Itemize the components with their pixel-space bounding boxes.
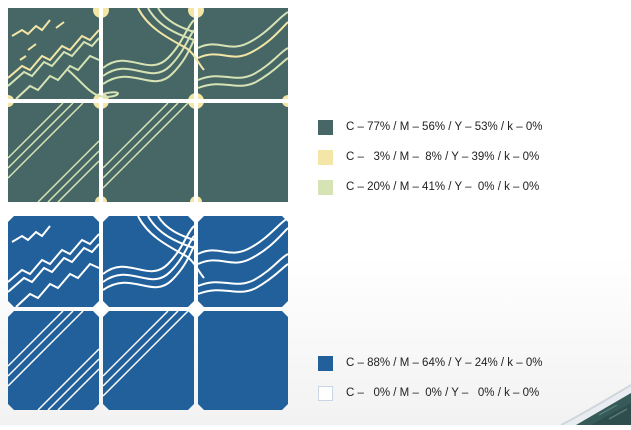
legend-row: C – 3% / M – 8% / Y – 39% / k – 0% <box>318 148 539 166</box>
pattern-waves <box>102 216 288 295</box>
color-formula: C – 77% / M – 56% / Y – 53% / k – 0% <box>346 121 543 133</box>
tile-grid <box>8 216 288 410</box>
color-swatch <box>318 385 333 401</box>
grout-lines <box>8 8 288 202</box>
color-swatch <box>318 179 333 195</box>
tile-board-blue-graphic <box>8 216 288 410</box>
color-formula: C – 88% / M – 64% / Y – 24% / k – 0% <box>346 357 543 369</box>
color-swatch <box>318 355 333 371</box>
color-formula: C – 20% / M – 41% / Y – 0% / k – 0% <box>346 181 540 193</box>
corner-dots <box>96 304 201 314</box>
color-swatch <box>318 119 333 135</box>
page-curl-decoration <box>521 355 631 426</box>
legend-row: C – 77% / M – 56% / Y – 53% / k – 0% <box>318 118 542 136</box>
color-formula: C – 0% / M – 0% / Y – 0% / k – 0% <box>346 387 540 399</box>
pattern-diagonals <box>8 310 189 410</box>
color-formula: C – 3% / M – 8% / Y – 39% / k – 0% <box>346 151 540 163</box>
legend-row: C – 20% / M – 41% / Y – 0% / k – 0% <box>318 178 539 196</box>
tile-board-grey-green <box>8 8 288 202</box>
tile-board-blue <box>8 216 288 410</box>
pattern-waves <box>67 8 288 98</box>
tile-grid <box>8 8 288 202</box>
legend-row: C – 0% / M – 0% / Y – 0% / k – 0% <box>318 384 539 402</box>
pattern-diagonals <box>8 102 189 202</box>
legend-row: C – 88% / M – 64% / Y – 24% / k – 0% <box>318 354 542 372</box>
pattern-zigzag <box>8 19 100 100</box>
pattern-zigzag <box>8 225 100 308</box>
tile-board-grey-green-graphic <box>8 8 288 202</box>
color-swatch <box>318 149 333 165</box>
